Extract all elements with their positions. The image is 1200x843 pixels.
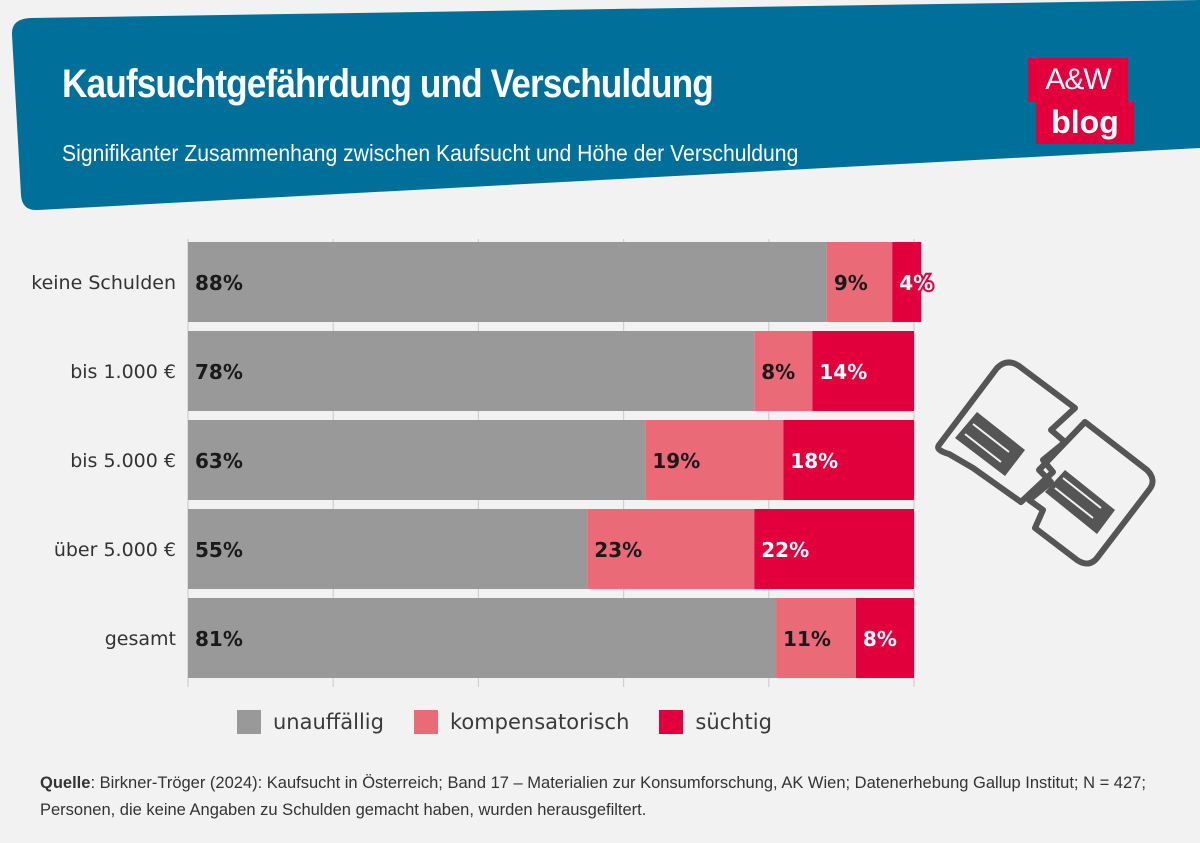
source-note: Quelle: Birkner-Tröger (2024): Kaufsucht… [40, 770, 1160, 824]
aw-blog-logo[interactable]: A&W blog [1022, 58, 1134, 148]
category-label: bis 1.000 € [70, 361, 176, 383]
data-label: 81% [195, 627, 243, 651]
page-title: Kaufsuchtgefährdung und Verschuldung [62, 62, 714, 106]
legend-item: süchtig [659, 710, 772, 734]
data-label: 11% [783, 627, 831, 651]
data-label: 63% [195, 449, 243, 473]
legend-label: kompensatorisch [449, 710, 630, 734]
legend-label: süchtig [695, 710, 772, 734]
bar-segment-kompensatorisch [826, 242, 893, 322]
source-label: Quelle [40, 774, 91, 792]
legend-swatch [659, 710, 684, 734]
page-subtitle: Signifikanter Zusammenhang zwischen Kauf… [62, 140, 799, 166]
bar-segment-süchtig [783, 420, 914, 500]
bar-segment-süchtig [855, 598, 914, 678]
bar-segment-kompensatorisch [587, 509, 755, 589]
bar-segment-unauffällig [188, 420, 646, 500]
bar-segment-süchtig [754, 509, 914, 589]
category-label: bis 5.000 € [70, 450, 176, 472]
bar-segment-kompensatorisch [776, 598, 856, 678]
legend-item: unauffällig [237, 710, 384, 734]
stacked-bar-chart: keine Schulden bis 1.000 € bis 5.000 € über… [31, 239, 935, 687]
bar-segment-unauffällig [188, 509, 588, 589]
legend-item: kompensatorisch [413, 710, 630, 734]
logo-bottom-text: blog [1036, 102, 1134, 144]
bar-segment-kompensatorisch [645, 420, 784, 500]
data-label: 8% [761, 360, 795, 384]
legend-swatch [237, 710, 261, 734]
source-text-line2: Personen, die keine Angaben zu Schulden … [40, 801, 647, 819]
data-label: 88% [195, 271, 243, 295]
bar-segment-unauffällig [188, 242, 827, 322]
legend-label: unauffällig [273, 710, 384, 734]
data-label: 23% [594, 538, 642, 562]
data-label: 14% [819, 360, 867, 384]
bar-segment-süchtig [892, 242, 922, 322]
bar-segment-süchtig [812, 331, 914, 411]
bar-segment-kompensatorisch [754, 331, 813, 411]
header-background [11, 0, 1200, 211]
category-label: gesamt [105, 628, 176, 650]
category-labels: keine Schulden bis 1.000 € bis 5.000 € über… [31, 272, 176, 650]
broken-credit-card-icon [935, 359, 1156, 567]
data-label: 19% [652, 449, 700, 473]
category-label: keine Schulden [31, 272, 176, 294]
bar-segment-unauffällig [188, 331, 755, 411]
source-text: : Birkner-Tröger (2024): Kaufsucht in Ös… [90, 774, 1146, 792]
data-label: 22% [761, 538, 809, 562]
data-label: 4% [899, 271, 933, 295]
chart-bars [188, 242, 922, 678]
data-label: 8% [863, 627, 897, 651]
legend-swatch [413, 710, 438, 734]
bar-segment-unauffällig [188, 598, 777, 678]
value-labels: 88% 9% 4% 78% 8% 14% 63% 19% 18% 55% 23% 22% 81% 11% 8… [195, 269, 935, 651]
data-label: 55% [195, 538, 243, 562]
logo-top-text: A&W [1028, 58, 1128, 102]
data-label: 9% [834, 271, 868, 295]
header-banner: Kaufsuchtgefährdung und Verschuldung Sig… [0, 0, 1200, 215]
data-label: 18% [790, 449, 838, 473]
category-label: über 5.000 € [54, 539, 176, 561]
data-label: 78% [195, 360, 243, 384]
chart-legend: unauffällig kompensatorisch süchtig [237, 710, 802, 734]
